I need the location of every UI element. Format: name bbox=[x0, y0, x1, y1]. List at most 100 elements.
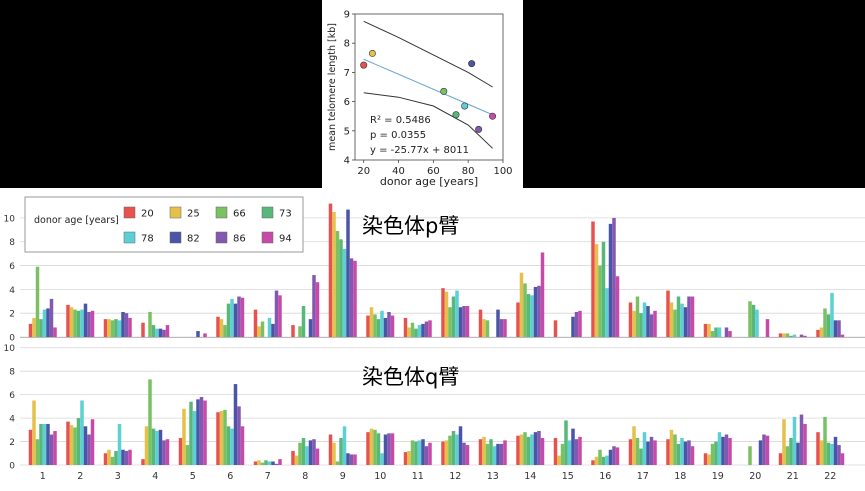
legend-swatch bbox=[123, 231, 136, 244]
q-arm-bar bbox=[455, 434, 459, 465]
q-arm-bar bbox=[492, 446, 497, 465]
chromosome-label: 15 bbox=[562, 471, 574, 482]
p-arm-bar bbox=[533, 286, 538, 337]
chromosome-label: 20 bbox=[749, 471, 761, 482]
legend-label: 82 bbox=[187, 234, 200, 245]
q-arm-bar bbox=[376, 433, 381, 465]
p-arm-bar bbox=[789, 335, 793, 337]
q-arm-bar bbox=[69, 425, 74, 465]
scatter-x-tick-label: 40 bbox=[392, 166, 405, 177]
q-arm-bar bbox=[628, 439, 633, 465]
q-arm-bar bbox=[291, 450, 295, 465]
q-arm-y-tick-label: 0 bbox=[9, 462, 15, 472]
p-arm-bar bbox=[448, 307, 452, 337]
p-arm-bar bbox=[103, 319, 108, 337]
p-arm-bar bbox=[751, 304, 756, 337]
p-arm-bar bbox=[49, 298, 54, 337]
p-arm-bar bbox=[308, 319, 313, 337]
q-arm-bar bbox=[537, 430, 541, 465]
p-arm-bar bbox=[792, 334, 797, 337]
chromosome-label: 2 bbox=[77, 471, 83, 482]
q-arm-bar bbox=[778, 453, 783, 465]
p-arm-bar bbox=[612, 217, 616, 337]
chromosome-label: 18 bbox=[674, 471, 686, 482]
q-arm-y-tick-label: 2 bbox=[9, 438, 15, 448]
q-arm-bar bbox=[148, 379, 152, 465]
q-arm-bar bbox=[339, 438, 343, 465]
p-arm-bar bbox=[571, 316, 575, 337]
regression-fit-line bbox=[363, 58, 493, 116]
p-arm-bar bbox=[376, 319, 381, 337]
q-arm-bar bbox=[574, 439, 579, 465]
scatter-chart: 4 5 6 7 8 9 20 40 60 80 100 R² = 0.5486 p = 0.035… bbox=[327, 10, 513, 189]
scatter-plot-frame bbox=[354, 13, 504, 161]
q-arm-bar bbox=[76, 418, 81, 465]
p-arm-bar bbox=[703, 323, 708, 337]
q-arm-bar bbox=[233, 384, 238, 465]
q-arm-bar bbox=[605, 455, 609, 465]
q-arm-bar bbox=[669, 429, 674, 465]
p-arm-bar bbox=[233, 303, 238, 337]
legend-label: 66 bbox=[233, 209, 246, 220]
q-arm-bar bbox=[383, 434, 388, 465]
legend-swatch bbox=[261, 206, 274, 219]
q-arm-bar bbox=[676, 443, 681, 465]
chromosome-label: 8 bbox=[302, 471, 308, 482]
q-arm-bar bbox=[121, 449, 125, 465]
chromosome-label: 3 bbox=[115, 471, 121, 482]
q-arm-bar bbox=[533, 432, 538, 465]
p-arm-bar bbox=[226, 303, 231, 337]
q-arm-bar bbox=[799, 414, 804, 465]
q-arm-bar bbox=[703, 453, 708, 465]
q-arm-bar bbox=[499, 443, 504, 465]
p-arm-bar bbox=[553, 320, 558, 337]
q-arm-bar bbox=[833, 436, 838, 465]
p-arm-bar bbox=[196, 331, 200, 337]
p-arm-bar bbox=[346, 209, 350, 337]
p-arm-bar bbox=[526, 294, 531, 337]
q-arm-bar bbox=[571, 428, 575, 465]
legend-label: 94 bbox=[279, 234, 292, 245]
q-arm-bar bbox=[714, 441, 718, 465]
q-arm-bar bbox=[73, 427, 77, 465]
p-arm-bar bbox=[444, 291, 449, 337]
p-arm-bar bbox=[124, 313, 129, 337]
legend-label: 73 bbox=[279, 209, 292, 220]
p-arm-bar bbox=[332, 211, 336, 337]
p-arm-bar bbox=[267, 317, 272, 337]
p-arm-bar bbox=[782, 333, 786, 337]
q-arm-bar bbox=[349, 454, 354, 465]
scatter-point bbox=[461, 102, 469, 110]
p-arm-bar bbox=[28, 323, 33, 337]
legend-label: 78 bbox=[141, 234, 154, 245]
scatter-x-tick-label: 20 bbox=[357, 166, 370, 177]
q-arm-bar bbox=[424, 446, 429, 465]
chromosome-label: 13 bbox=[487, 471, 499, 482]
q-arm-bar bbox=[478, 439, 483, 465]
q-arm-bar bbox=[598, 449, 602, 465]
q-arm-bar bbox=[646, 441, 650, 465]
p-arm-bar bbox=[410, 322, 415, 337]
q-arm-bar bbox=[35, 439, 40, 465]
q-arm-bar bbox=[199, 396, 204, 465]
q-arm-bar bbox=[298, 442, 302, 465]
p-arm-bar bbox=[349, 258, 354, 337]
q-arm-bar bbox=[830, 443, 834, 465]
p-arm-bar bbox=[35, 266, 40, 337]
p-arm-bar bbox=[499, 319, 504, 337]
q-arm-bar bbox=[428, 442, 432, 465]
p-arm-bar bbox=[441, 288, 445, 337]
q-arm-bar bbox=[278, 459, 282, 465]
p-arm-bar bbox=[353, 260, 357, 337]
p-arm-bar bbox=[148, 311, 152, 337]
p-arm-bar bbox=[407, 327, 411, 337]
p-arm-bar bbox=[574, 311, 579, 337]
legend-swatch bbox=[215, 206, 228, 219]
chromosome-label: 10 bbox=[374, 471, 386, 482]
chromosome-label: 9 bbox=[340, 471, 346, 482]
p-arm-bar bbox=[683, 307, 688, 337]
q-arm-bar bbox=[237, 406, 241, 465]
confidence-upper-curve bbox=[363, 20, 493, 88]
q-arm-bar bbox=[451, 430, 456, 465]
p-arm-bar bbox=[591, 221, 595, 337]
